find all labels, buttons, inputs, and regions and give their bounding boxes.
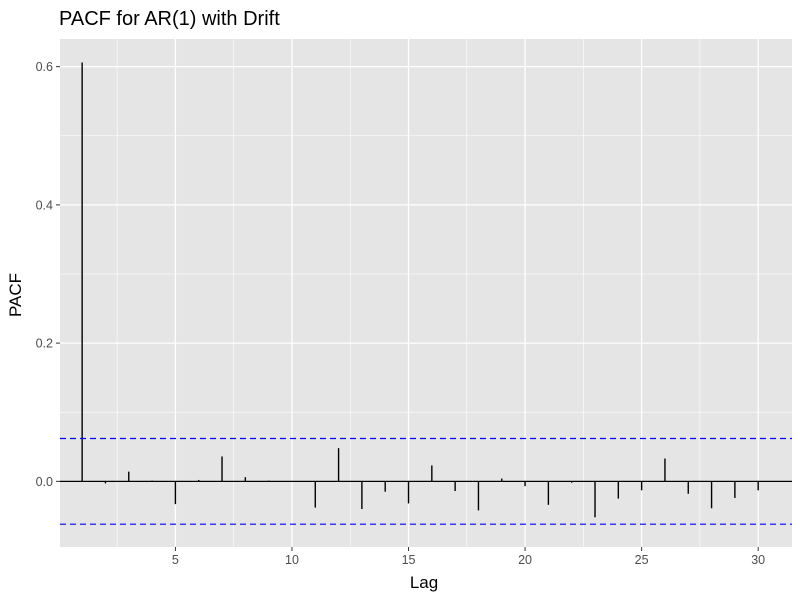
x-tick-label: 5: [172, 553, 179, 567]
y-axis: 0.0 0.2 0.4 0.6: [36, 60, 60, 489]
major-gridlines: [60, 39, 792, 547]
x-tick-label: 25: [635, 553, 649, 567]
x-tick-label: 30: [751, 553, 765, 567]
x-axis: 5 10 15 20 25 30: [172, 547, 765, 567]
y-axis-label: PACF: [6, 273, 25, 317]
x-tick-label: 15: [402, 553, 416, 567]
y-tick-label: 0.0: [36, 475, 53, 489]
y-tick-label: 0.6: [36, 60, 53, 74]
x-axis-label: Lag: [410, 573, 438, 592]
x-tick-label: 20: [518, 553, 532, 567]
y-tick-label: 0.4: [36, 198, 53, 212]
plot-panel: [60, 39, 792, 547]
pacf-bars: [60, 62, 792, 518]
x-tick-label: 10: [285, 553, 299, 567]
chart-title: PACF for AR(1) with Drift: [59, 8, 280, 30]
y-tick-label: 0.2: [36, 337, 53, 351]
minor-gridlines: [60, 39, 792, 547]
confidence-bounds: [60, 437, 792, 525]
